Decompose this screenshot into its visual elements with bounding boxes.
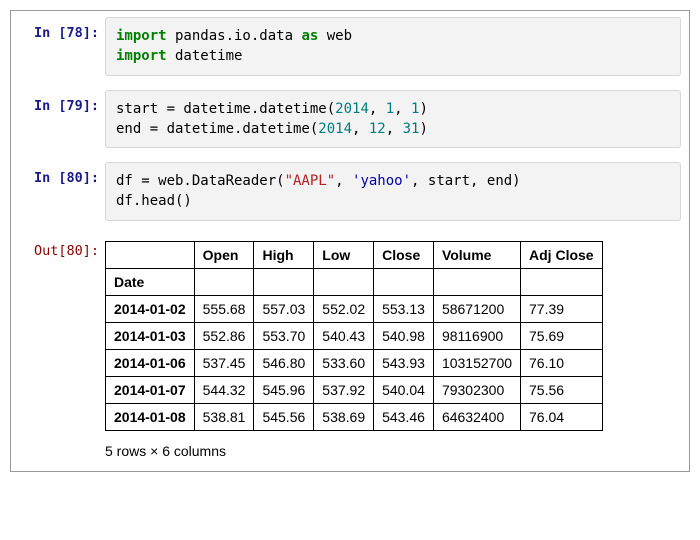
- cell: 538.69: [314, 403, 374, 430]
- cell: 75.69: [521, 322, 603, 349]
- code-text: ): [419, 121, 427, 137]
- code-input[interactable]: df = web.DataReader("AAPL", 'yahoo', sta…: [105, 162, 681, 221]
- number: 2014: [335, 101, 369, 117]
- blank-cell: [374, 268, 434, 295]
- cell: 555.68: [194, 295, 254, 322]
- code-text: web: [318, 28, 352, 44]
- cell: 76.04: [521, 403, 603, 430]
- number: 2014: [318, 121, 352, 137]
- code-text: ,: [386, 121, 403, 137]
- cell: 552.02: [314, 295, 374, 322]
- dataframe-summary: 5 rows × 6 columns: [105, 443, 681, 459]
- cell-in-78: In [78]: import pandas.io.data as web im…: [19, 17, 681, 76]
- index-name-row: Date: [106, 268, 603, 295]
- cell: 543.93: [374, 349, 434, 376]
- table-row: 2014-01-06 537.45 546.80 533.60 543.93 1…: [106, 349, 603, 376]
- cell: 540.04: [374, 376, 434, 403]
- row-index: 2014-01-02: [106, 295, 195, 322]
- cell: 77.39: [521, 295, 603, 322]
- cell: 557.03: [254, 295, 314, 322]
- table-row: 2014-01-02 555.68 557.03 552.02 553.13 5…: [106, 295, 603, 322]
- in-prompt: In [79]:: [19, 90, 105, 114]
- cell: 545.56: [254, 403, 314, 430]
- output-body: Open High Low Close Volume Adj Close Dat…: [105, 235, 681, 459]
- cell: 76.10: [521, 349, 603, 376]
- cell: 58671200: [433, 295, 520, 322]
- col-header: High: [254, 241, 314, 268]
- in-prompt: In [80]:: [19, 162, 105, 186]
- code-input[interactable]: import pandas.io.data as web import date…: [105, 17, 681, 76]
- keyword-import: import: [116, 48, 167, 64]
- col-header: Adj Close: [521, 241, 603, 268]
- number: 12: [369, 121, 386, 137]
- code-text: ,: [394, 101, 411, 117]
- in-prompt: In [78]:: [19, 17, 105, 41]
- row-index: 2014-01-08: [106, 403, 195, 430]
- dataframe: Open High Low Close Volume Adj Close Dat…: [105, 241, 603, 431]
- cell: 533.60: [314, 349, 374, 376]
- blank-cell: [521, 268, 603, 295]
- table-row: 2014-01-08 538.81 545.56 538.69 543.46 6…: [106, 403, 603, 430]
- cell: 64632400: [433, 403, 520, 430]
- corner-cell: [106, 241, 195, 268]
- col-header: Volume: [433, 241, 520, 268]
- number: 1: [386, 101, 394, 117]
- table-row: 2014-01-03 552.86 553.70 540.43 540.98 9…: [106, 322, 603, 349]
- out-prompt: Out[80]:: [19, 235, 105, 259]
- code-text: start = datetime.datetime(: [116, 101, 335, 117]
- cell: 537.92: [314, 376, 374, 403]
- cell: 545.96: [254, 376, 314, 403]
- row-index: 2014-01-07: [106, 376, 195, 403]
- header-row: Open High Low Close Volume Adj Close: [106, 241, 603, 268]
- code-text: pandas.io.data: [167, 28, 302, 44]
- index-name: Date: [106, 268, 195, 295]
- row-index: 2014-01-06: [106, 349, 195, 376]
- cell-body: import pandas.io.data as web import date…: [105, 17, 681, 76]
- string: 'yahoo': [352, 173, 411, 189]
- code-input[interactable]: start = datetime.datetime(2014, 1, 1) en…: [105, 90, 681, 149]
- cell: 553.70: [254, 322, 314, 349]
- col-header: Open: [194, 241, 254, 268]
- code-text: ,: [335, 173, 352, 189]
- code-text: datetime: [167, 48, 243, 64]
- cell: 103152700: [433, 349, 520, 376]
- notebook: In [78]: import pandas.io.data as web im…: [10, 10, 690, 472]
- cell: 540.43: [314, 322, 374, 349]
- cell-body: start = datetime.datetime(2014, 1, 1) en…: [105, 90, 681, 149]
- number: 31: [403, 121, 420, 137]
- col-header: Close: [374, 241, 434, 268]
- cell: 544.32: [194, 376, 254, 403]
- blank-cell: [314, 268, 374, 295]
- string: "AAPL": [285, 173, 336, 189]
- cell: 538.81: [194, 403, 254, 430]
- cell: 546.80: [254, 349, 314, 376]
- keyword-import: import: [116, 28, 167, 44]
- cell: 98116900: [433, 322, 520, 349]
- cell: 540.98: [374, 322, 434, 349]
- code-text: ,: [369, 101, 386, 117]
- code-text: df = web.DataReader(: [116, 173, 285, 189]
- cell: 543.46: [374, 403, 434, 430]
- cell-in-80: In [80]: df = web.DataReader("AAPL", 'ya…: [19, 162, 681, 221]
- code-text: ,: [352, 121, 369, 137]
- cell: 537.45: [194, 349, 254, 376]
- cell: 553.13: [374, 295, 434, 322]
- cell: 79302300: [433, 376, 520, 403]
- table-row: 2014-01-07 544.32 545.96 537.92 540.04 7…: [106, 376, 603, 403]
- blank-cell: [254, 268, 314, 295]
- cell-out-80: Out[80]: Open High Low Close Volume Adj …: [19, 235, 681, 459]
- col-header: Low: [314, 241, 374, 268]
- row-index: 2014-01-03: [106, 322, 195, 349]
- code-text: df.head(): [116, 193, 192, 209]
- blank-cell: [194, 268, 254, 295]
- keyword-as: as: [301, 28, 318, 44]
- code-text: ): [419, 101, 427, 117]
- cell-body: df = web.DataReader("AAPL", 'yahoo', sta…: [105, 162, 681, 221]
- code-text: , start, end): [411, 173, 521, 189]
- blank-cell: [433, 268, 520, 295]
- cell: 75.56: [521, 376, 603, 403]
- code-text: end = datetime.datetime(: [116, 121, 318, 137]
- cell-in-79: In [79]: start = datetime.datetime(2014,…: [19, 90, 681, 149]
- cell: 552.86: [194, 322, 254, 349]
